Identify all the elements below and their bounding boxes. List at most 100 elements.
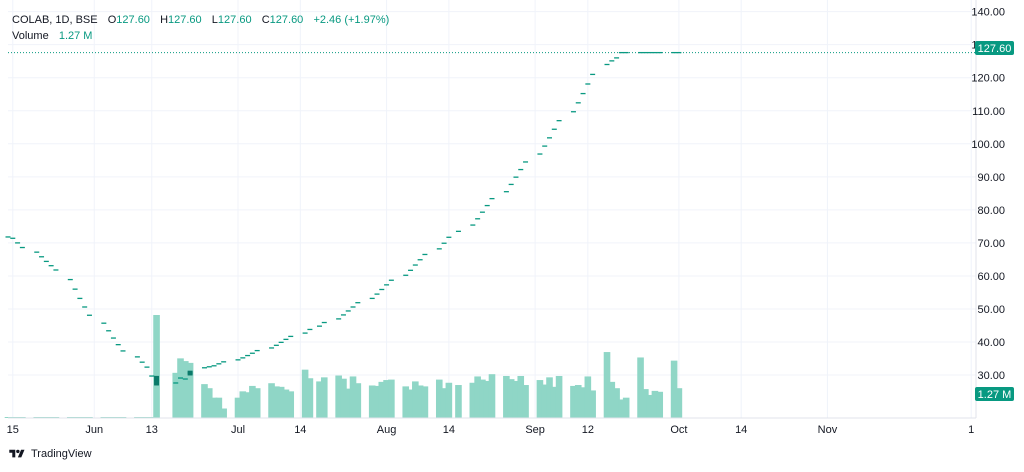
change-value: +2.46 (+1.97%) [313,14,390,26]
x-tick-label: Sep [525,424,545,436]
volume-bar [215,397,223,418]
volume-bar [201,384,208,418]
volume-bar [608,381,616,418]
volume-bar [613,388,620,418]
y-tick-label: 30.00 [977,370,1005,382]
volume-bar [455,385,462,418]
high-label: H [160,14,169,26]
price-series [5,51,682,386]
volume-bar [244,392,251,418]
volume-bar [383,380,390,418]
volume-bar [220,408,227,418]
y-tick-label: 90.00 [977,172,1005,184]
volume-bar [675,388,683,418]
volume-series [4,315,683,418]
volume-bar [637,357,644,418]
volume-bar [445,382,453,418]
y-tick-label: 60.00 [977,271,1005,283]
volume-bar [536,380,544,418]
volume-bar [373,385,381,418]
volume-bar [378,381,386,418]
volume-badge-label: 1.27 M [978,389,1012,401]
volume-bar [603,352,611,418]
price-badges: 127.60 1.27 M [975,41,1014,401]
volume-bar [440,388,448,418]
volume-bar [182,361,189,418]
volume-bar [335,375,342,418]
x-tick-label: 14 [443,424,455,436]
candle-body [187,370,193,376]
volume-bar [512,380,520,418]
volume-bar [546,377,553,418]
volume-bar [268,383,275,418]
volume-bar [416,385,424,418]
volume-bar [622,397,630,418]
chart-legend: COLAB, 1D, BSE O127.60 H127.60 L127.60 C… [12,12,389,44]
symbol-label[interactable]: COLAB, 1D, BSE [12,14,98,26]
x-tick-label: 1 [968,424,974,436]
volume-bar [402,386,410,418]
y-tick-label: 70.00 [977,238,1005,250]
volume-bar [239,391,247,418]
volume-bar [4,417,12,418]
volume-bar [344,388,352,418]
axes [8,0,977,419]
volume-bar [172,372,180,418]
volume-bar [388,379,395,418]
y-tick-label: 140.00 [971,7,1005,19]
volume-bar [555,375,563,418]
volume-bar [584,376,592,418]
volume-bar [589,390,596,418]
volume-bar [474,376,481,418]
grid-lines [8,0,976,418]
y-tick-label: 50.00 [977,304,1005,316]
volume-bar [186,362,194,418]
volume-bar [579,387,587,418]
y-tick-label: 80.00 [977,205,1005,217]
x-tick-label: 13 [146,424,158,436]
open-value: 127.60 [116,14,150,26]
volume-bar [249,385,256,418]
x-axis[interactable]: 15 Jun 13 Jul 14 Aug 14 Sep 12 Oct 14 Nov 1 [7,424,975,436]
volume-bar [574,385,582,418]
volume-bar [570,385,577,418]
volume-value: 1.27 M [58,30,93,42]
last-price-badge-label: 127.60 [978,43,1012,55]
volume-bar [651,390,659,418]
volume-bar [273,386,280,418]
x-tick-label: Oct [670,424,687,436]
volume-bar [550,386,558,418]
tradingview-logo-icon [9,449,25,458]
volume-legend-row: Volume 1.27 M [12,28,389,44]
volume-bar [234,397,242,418]
volume-bar [483,380,491,418]
y-tick-label: 120.00 [971,73,1005,85]
volume-bar [177,358,184,418]
low-value: 127.60 [217,14,252,26]
volume-bar [646,394,654,418]
volume-bar [349,376,357,418]
volume-bar [503,375,510,418]
volume-bar [670,360,678,418]
candle-body [154,375,160,386]
open-label: O [107,14,117,26]
x-tick-label: Jul [231,424,245,436]
volume-label[interactable]: Volume [12,30,49,42]
tradingview-branding[interactable]: TradingView [8,446,92,462]
x-tick-label: 12 [582,424,594,436]
price-legend-row: COLAB, 1D, BSE O127.60 H127.60 L127.60 C… [12,12,389,28]
volume-bar [642,389,649,418]
y-tick-label: 100.00 [971,139,1005,151]
volume-bar [488,374,496,418]
volume-bar [517,375,525,418]
volume-bar [354,383,362,418]
x-tick-label: 14 [294,424,306,436]
volume-bar [421,386,429,418]
volume-bar [320,377,328,418]
x-tick-label: Jun [85,424,103,436]
volume-bar [469,382,477,418]
volume-bar [507,379,515,418]
low-label: L [211,14,218,26]
